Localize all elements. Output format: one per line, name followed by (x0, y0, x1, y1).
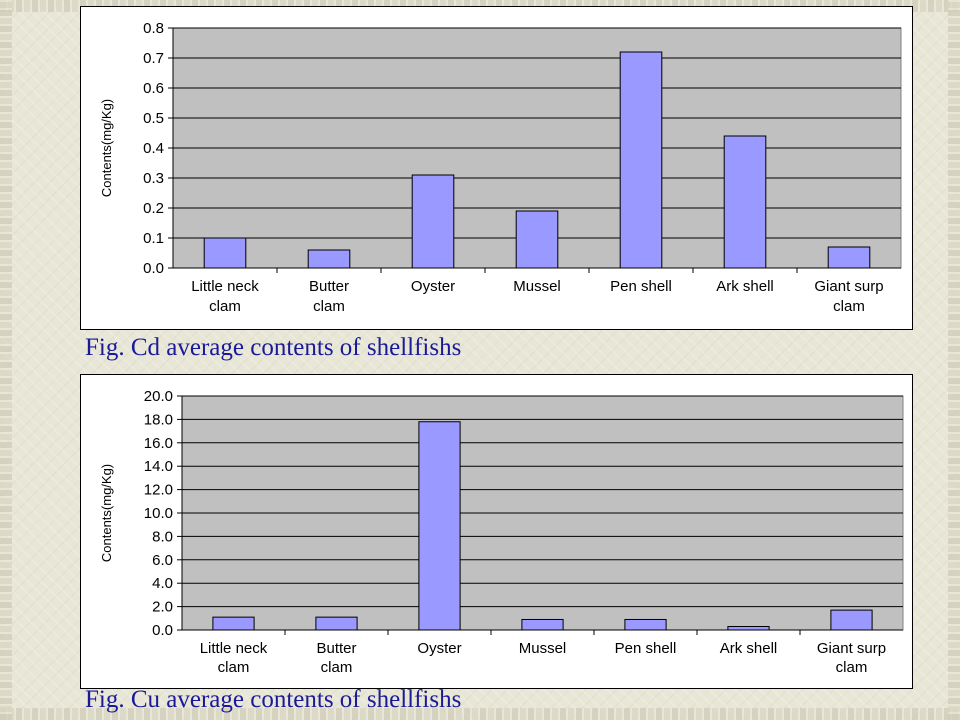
decorative-border-right (948, 0, 960, 720)
cd-y-tick-label: 0.0 (143, 260, 164, 277)
cu-y-tick-label: 14.0 (144, 458, 173, 475)
cd-bar (307, 249, 351, 269)
cd-bar (203, 237, 247, 269)
cd-x-tick-label: clam (209, 298, 241, 315)
cd-chart-svg: 0.0 0.1 0.2 0.3 0.4 0.5 0.6 0.7 0.8 Little neck cl… (99, 20, 902, 315)
cu-x-tick-label: Mussel (519, 640, 567, 657)
cd-x-tick-label: Butter (309, 278, 349, 295)
cu-bar (521, 618, 564, 631)
cd-x-tick-label: clam (313, 298, 345, 315)
cu-x-tick-label: Oyster (417, 640, 461, 657)
cu-x-tick-label: Ark shell (720, 640, 778, 657)
cu-y-tick-label: 12.0 (144, 482, 173, 499)
cu-x-tick-label: Butter (316, 640, 356, 657)
cd-y-tick-label: 0.4 (143, 140, 164, 157)
cd-y-tick-label: 0.7 (143, 50, 164, 67)
cu-x-tick-label: Giant surp (817, 640, 886, 657)
cd-x-tick-label: Giant surp (814, 278, 883, 295)
cd-x-tick-label: Ark shell (716, 278, 774, 295)
cd-bar (515, 210, 559, 269)
cu-y-tick-label: 10.0 (144, 505, 173, 522)
decorative-border-left (0, 0, 12, 720)
decorative-border-bottom (0, 708, 960, 720)
cu-bar (830, 609, 873, 631)
cd-y-tick-label: 0.3 (143, 170, 164, 187)
cd-x-tick-label: Mussel (513, 278, 561, 295)
cu-bar (212, 616, 255, 631)
cu-x-tick-label: clam (836, 659, 868, 676)
cu-chart-caption: Fig. Cu average contents of shellfishs (85, 686, 462, 713)
cu-y-tick-label: 2.0 (152, 599, 173, 616)
cu-x-tick-label: clam (218, 659, 250, 676)
cd-chart-caption: Fig. Cd average contents of shellfishs (85, 334, 462, 361)
cu-x-tick-label: clam (321, 659, 353, 676)
cd-bar (411, 174, 455, 269)
cd-y-axis-label: Contents(mg/Kg) (99, 99, 114, 197)
cu-bar (624, 618, 667, 631)
cd-bar (827, 246, 871, 269)
cu-y-tick-label: 20.0 (144, 388, 173, 405)
cu-y-tick-label: 16.0 (144, 435, 173, 452)
cu-chart: 0.0 2.0 4.0 6.0 8.0 10.0 12.0 14.0 16.0 18.0 20.0 L… (80, 374, 913, 689)
cd-y-tick-label: 0.5 (143, 110, 164, 127)
cd-x-tick-label: clam (833, 298, 865, 315)
cu-chart-svg: 0.0 2.0 4.0 6.0 8.0 10.0 12.0 14.0 16.0 18.0 20.0 L… (99, 388, 904, 676)
cd-x-tick-label: Oyster (411, 278, 455, 295)
cd-bar (619, 51, 663, 269)
cd-bar (723, 135, 767, 269)
cd-y-tick-label: 0.8 (143, 20, 164, 37)
cd-chart: 0.0 0.1 0.2 0.3 0.4 0.5 0.6 0.7 0.8 Little neck cl… (80, 6, 913, 330)
cd-x-tick-label: Pen shell (610, 278, 672, 295)
cu-y-tick-label: 4.0 (152, 575, 173, 592)
cd-y-tick-label: 0.1 (143, 230, 164, 247)
cu-bar (315, 616, 358, 631)
cu-y-tick-label: 8.0 (152, 528, 173, 545)
cu-y-tick-label: 18.0 (144, 411, 173, 428)
cu-bar (418, 421, 461, 631)
cu-y-tick-label: 0.0 (152, 622, 173, 639)
cu-y-axis-label: Contents(mg/Kg) (99, 464, 114, 562)
cu-x-tick-label: Little neck (200, 640, 268, 657)
cu-y-tick-label: 6.0 (152, 552, 173, 569)
cu-x-tick-label: Pen shell (615, 640, 677, 657)
cu-bar (727, 625, 770, 631)
cd-y-tick-label: 0.2 (143, 200, 164, 217)
cd-x-tick-label: Little neck (191, 278, 259, 295)
cd-y-tick-label: 0.6 (143, 80, 164, 97)
